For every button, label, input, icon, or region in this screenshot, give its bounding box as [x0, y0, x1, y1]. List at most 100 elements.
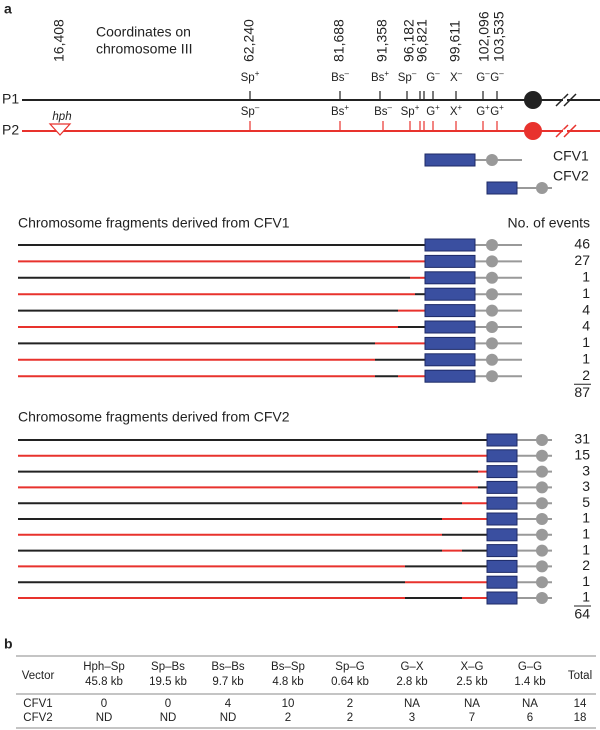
- break-gap: [563, 129, 567, 133]
- marker-sup: +: [415, 103, 420, 112]
- vector-circle: [536, 465, 548, 478]
- marker-label: G–: [476, 69, 490, 84]
- coordinate-label: 103,535: [491, 11, 507, 62]
- vector-box: [486, 433, 518, 447]
- table-header: Vector: [22, 670, 55, 682]
- vector-box: [486, 496, 518, 510]
- marker-sup: +: [435, 103, 440, 112]
- panel-label: b: [4, 636, 13, 652]
- event-count: 3: [582, 462, 590, 478]
- table-cell: 3: [409, 712, 415, 724]
- vector-box: [424, 320, 476, 334]
- hph-triangle: [48, 123, 72, 136]
- vector-box: [486, 181, 518, 195]
- event-count: 2: [582, 557, 590, 573]
- event-count: 5: [582, 494, 590, 510]
- vector-circle: [536, 513, 548, 525]
- event-count: 1: [582, 589, 590, 605]
- table-header: G–X: [400, 661, 423, 673]
- marker-sup: –: [435, 69, 440, 78]
- table-header-size: 19.5 kb: [149, 676, 187, 688]
- marker-base: X: [450, 72, 458, 84]
- marker-label: G+: [426, 103, 440, 118]
- marker-sup: +: [344, 103, 349, 112]
- event-count: 4: [582, 318, 590, 334]
- break-mark: [555, 93, 569, 107]
- vector-circle: [536, 434, 548, 446]
- centromere: [524, 91, 542, 109]
- vector-circle: [536, 528, 548, 541]
- table-cell: ND: [160, 712, 177, 724]
- marker-sup: +: [485, 103, 490, 112]
- marker-label: Bs+: [331, 103, 349, 118]
- vector-circle: [536, 544, 548, 557]
- vector-box: [424, 369, 476, 383]
- vector-circle: [536, 497, 548, 510]
- table-cell: NA: [522, 698, 538, 710]
- event-count: 1: [582, 285, 590, 301]
- coord-title: Coordinates on: [96, 24, 191, 40]
- coordinate-label: 99,611: [447, 20, 463, 62]
- marker-sup: –: [387, 103, 392, 112]
- vector-circle: [536, 182, 548, 194]
- vector-circle: [486, 337, 498, 350]
- vector-box: [424, 153, 476, 167]
- table-cell: 2: [347, 712, 353, 724]
- marker-label: Bs–: [331, 69, 349, 84]
- vector-circle: [486, 321, 498, 333]
- event-count: 1: [582, 541, 590, 557]
- table-header: G–G: [518, 661, 542, 673]
- section-title: Chromosome fragments derived from CFV1: [18, 215, 290, 231]
- table-cell: NA: [404, 698, 420, 710]
- table-cell: 7: [469, 712, 475, 724]
- table-header: Bs–Bs: [211, 661, 244, 673]
- event-count: 1: [582, 351, 590, 367]
- marker-base: Bs: [331, 106, 345, 118]
- break-mark: [563, 93, 577, 107]
- marker-base: G: [426, 106, 435, 118]
- marker-label: X–: [450, 69, 463, 84]
- table-cell: NA: [464, 698, 480, 710]
- table-cell: 0: [165, 698, 171, 710]
- table-header-size: 9.7 kb: [212, 676, 243, 688]
- table-header: Total: [568, 670, 592, 682]
- vector-box: [486, 465, 518, 479]
- event-count: 1: [582, 526, 590, 542]
- vector-box: [424, 254, 476, 268]
- event-count: 1: [582, 510, 590, 526]
- table-cell: 4: [225, 698, 232, 710]
- break-gap: [563, 98, 567, 102]
- marker-sup: –: [412, 69, 417, 78]
- vector-circle: [486, 239, 498, 251]
- vector-name: CFV1: [553, 148, 589, 164]
- table-cell: 14: [574, 698, 587, 710]
- table-header-size: 2.8 kb: [396, 676, 427, 688]
- table-header: Bs–Sp: [271, 661, 305, 673]
- table-cell: CFV2: [23, 712, 52, 724]
- marker-sup: –: [458, 69, 463, 78]
- events-header: No. of events: [508, 215, 591, 231]
- vector-box: [486, 449, 518, 463]
- coordinate-label: 91,358: [374, 19, 390, 62]
- break-mark: [563, 124, 577, 138]
- vector-box: [424, 287, 476, 301]
- vector-name: CFV2: [553, 168, 589, 184]
- marker-base: Sp: [401, 106, 415, 118]
- marker-sup: +: [499, 103, 504, 112]
- marker-label: Bs–: [374, 103, 392, 118]
- marker-label: X+: [450, 103, 463, 118]
- table-header-size: 4.8 kb: [272, 676, 303, 688]
- panel-label: a: [4, 1, 12, 17]
- marker-label: Sp–: [398, 69, 417, 84]
- chromosome-name: P1: [2, 91, 19, 107]
- table-header: Sp–G: [335, 661, 364, 673]
- section-title: Chromosome fragments derived from CFV2: [18, 409, 290, 425]
- marker-sup: –: [255, 103, 260, 112]
- marker-sup: –: [344, 69, 349, 78]
- vector-circle: [536, 481, 548, 494]
- vector-box: [486, 544, 518, 558]
- centromere: [524, 122, 542, 140]
- table-cell: 2: [285, 712, 291, 724]
- table-header-size: 2.5 kb: [456, 676, 487, 688]
